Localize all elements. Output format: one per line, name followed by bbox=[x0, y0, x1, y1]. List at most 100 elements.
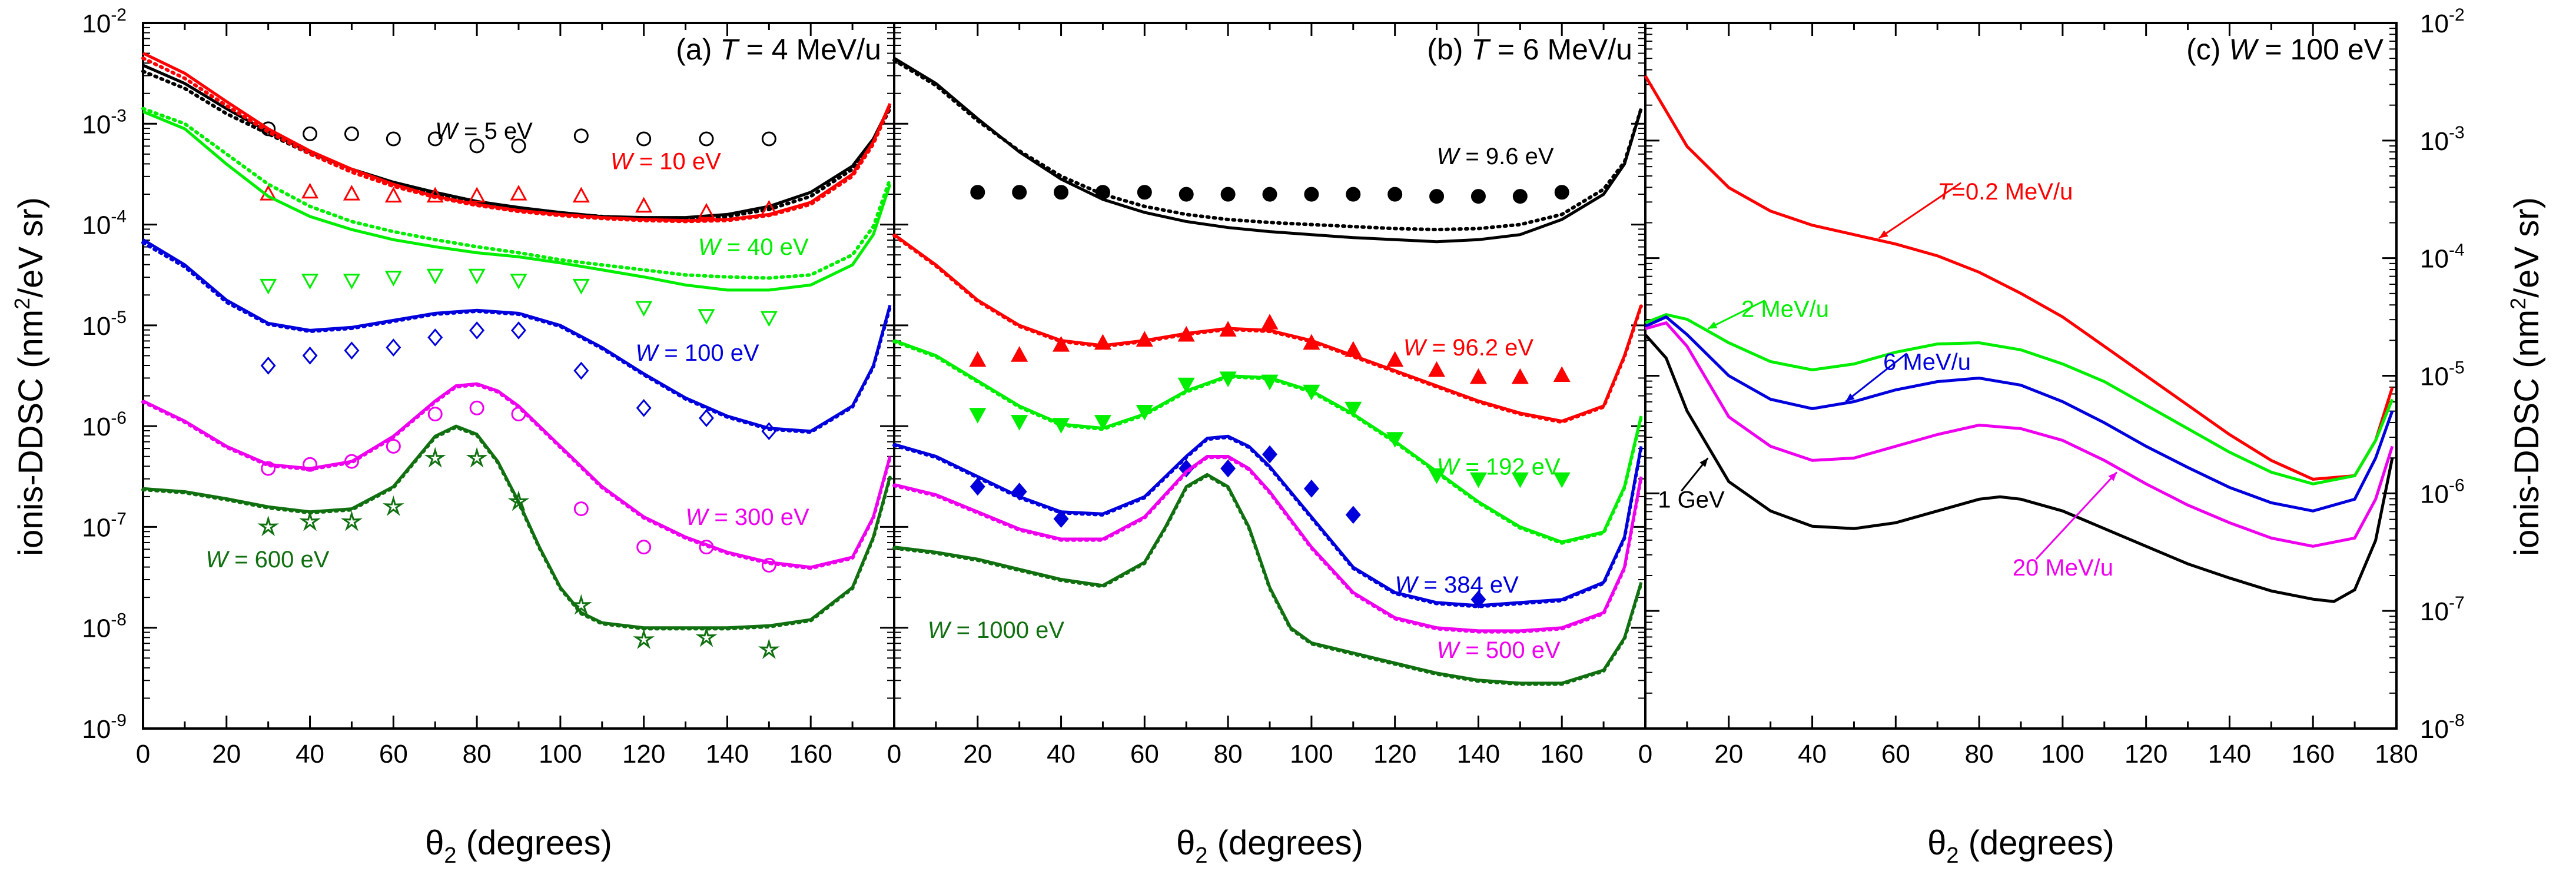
data-point bbox=[570, 594, 592, 615]
x-axis-title-rest: (degrees) bbox=[1208, 824, 1363, 862]
y-tick-label: 10-7 bbox=[82, 509, 127, 542]
data-point bbox=[573, 361, 589, 380]
data-point bbox=[386, 131, 401, 147]
y-axis-title-left-a: ionis-DDSC (nm bbox=[12, 310, 50, 556]
y-tick-label-base: 10 bbox=[82, 312, 111, 341]
data-point bbox=[1053, 510, 1069, 528]
series-label: 1 GeV bbox=[1658, 487, 1725, 513]
series-label-rest: = 192 eV bbox=[1459, 454, 1561, 480]
series-label-var: W bbox=[635, 340, 659, 366]
data-point bbox=[636, 398, 652, 417]
data-point bbox=[1179, 459, 1194, 478]
data-point bbox=[572, 278, 590, 295]
data-point bbox=[1469, 472, 1487, 488]
series-line bbox=[1644, 315, 2394, 513]
series-label-var: W bbox=[1437, 637, 1461, 663]
series-W-9-6-eV: W = 9.6 eV bbox=[892, 56, 1643, 244]
y-tick-label: 10-5 bbox=[2420, 358, 2465, 391]
y-axis-title-left-b: /eV sr) bbox=[12, 197, 50, 298]
data-point bbox=[1177, 325, 1195, 342]
y-tick-label: 10-7 bbox=[2420, 593, 2465, 626]
data-point bbox=[426, 187, 444, 203]
x-tick-label: 160 bbox=[1541, 740, 1584, 769]
annotation-arrow bbox=[1845, 352, 1907, 403]
data-point bbox=[761, 422, 777, 441]
data-point bbox=[299, 510, 321, 531]
series-W-40-eV: W = 40 eV bbox=[141, 107, 892, 327]
series-W-10-eV: W = 10 eV bbox=[141, 52, 892, 224]
x-axis-title-sub: 2 bbox=[1946, 843, 1958, 868]
annotation-arrowhead bbox=[1699, 458, 1708, 467]
data-point bbox=[1428, 361, 1446, 377]
x-axis-title-sub: 2 bbox=[444, 843, 456, 868]
x-tick-label: 160 bbox=[789, 740, 832, 769]
data-point bbox=[343, 274, 360, 290]
y-tick-label: 10-6 bbox=[2420, 475, 2465, 508]
data-point bbox=[758, 638, 780, 660]
data-point bbox=[344, 126, 359, 141]
x-tick-label: 120 bbox=[1373, 740, 1416, 769]
panel-title-prefix: (a) bbox=[676, 33, 720, 66]
data-point bbox=[511, 138, 526, 154]
y-tick-label-base: 10 bbox=[82, 110, 111, 139]
panel-title-var: T bbox=[720, 33, 740, 66]
y-tick-label-exp: -2 bbox=[111, 5, 127, 25]
data-point bbox=[427, 407, 443, 422]
series-1-GeV: 1 GeV bbox=[1644, 333, 2394, 603]
data-point bbox=[469, 138, 484, 154]
data-point bbox=[698, 309, 715, 325]
annotation-arrow bbox=[1878, 182, 1962, 239]
data-point bbox=[1345, 505, 1361, 524]
x-tick-label: 120 bbox=[622, 740, 665, 769]
panel-b: 0 20 40 60 80 100 120 140 160 (b) T = 6 MeV/u W = … bbox=[887, 22, 1646, 769]
series-line bbox=[1645, 312, 2394, 485]
series-label: W = 500 eV bbox=[1437, 637, 1561, 663]
x-axis-title-rest: (degrees) bbox=[457, 824, 612, 862]
series-label: W = 9.6 eV bbox=[1437, 144, 1554, 169]
data-point bbox=[343, 185, 360, 201]
series-label-rest: = 384 eV bbox=[1417, 572, 1519, 598]
data-point bbox=[1220, 459, 1236, 478]
data-point bbox=[303, 457, 318, 472]
panel-title-rest: = 100 eV bbox=[2257, 33, 2384, 66]
x-tick-label: 140 bbox=[706, 740, 749, 769]
data-point bbox=[1262, 445, 1277, 464]
series-6-MeV-u: 6 MeV/u bbox=[1644, 315, 2394, 513]
series-T-0-2-MeV-u: T=0.2 MeV/u bbox=[1644, 75, 2394, 481]
y-tick-label-exp: -3 bbox=[2449, 123, 2465, 142]
y-tick-label: 10-8 bbox=[2420, 711, 2465, 744]
x-tick-label: 60 bbox=[1881, 740, 1910, 769]
data-point bbox=[1094, 415, 1111, 431]
y-tick-label-exp: -4 bbox=[111, 207, 127, 227]
data-point bbox=[699, 131, 714, 147]
series-20-MeV-u: 20 MeV/u bbox=[1645, 321, 2394, 581]
data-point bbox=[1470, 189, 1486, 204]
series-label-rest: = 500 eV bbox=[1459, 637, 1561, 663]
series-line bbox=[1645, 321, 2394, 548]
series-label: W = 10 eV bbox=[610, 148, 721, 174]
series-label-var: W bbox=[1437, 454, 1461, 480]
data-point bbox=[760, 311, 778, 327]
data-point bbox=[344, 454, 359, 469]
data-point bbox=[386, 438, 401, 454]
data-point bbox=[970, 185, 985, 200]
data-point bbox=[257, 516, 280, 537]
y-tick-label-exp: -8 bbox=[111, 610, 127, 630]
y-axis-title-left: ionis-DDSC (nm2/eV sr) bbox=[10, 197, 50, 556]
series-W-5-eV: W = 5 eV bbox=[141, 64, 892, 222]
series-line-dotted bbox=[141, 383, 892, 570]
data-point bbox=[572, 187, 590, 203]
data-point bbox=[1261, 314, 1279, 330]
data-point bbox=[1511, 472, 1529, 488]
series-W-100-eV: W = 100 eV bbox=[141, 238, 892, 441]
y-tick-label-base: 10 bbox=[2420, 480, 2449, 508]
data-point bbox=[1261, 374, 1279, 391]
data-point bbox=[260, 357, 276, 375]
x-tick-label: 0 bbox=[136, 740, 150, 769]
series-label: W = 40 eV bbox=[698, 234, 809, 260]
data-point bbox=[340, 510, 363, 531]
data-point bbox=[635, 197, 653, 213]
annotation-arrow bbox=[2035, 471, 2118, 560]
panel-title-var: W bbox=[2229, 33, 2259, 66]
data-point bbox=[301, 182, 319, 199]
